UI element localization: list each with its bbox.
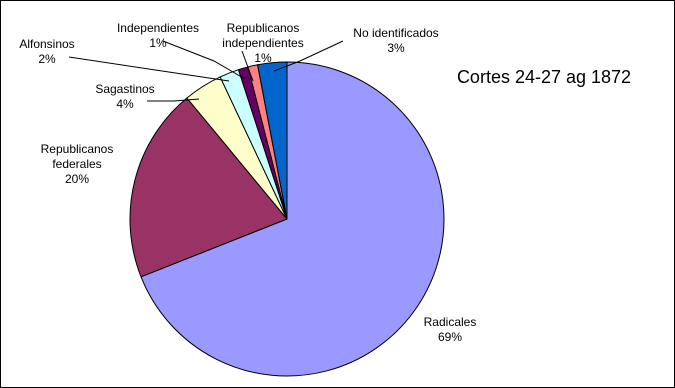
slice-label-no-identificados: No identificados 3% [353, 26, 438, 55]
leader-lines [68, 40, 344, 102]
slice-labels: Radicales 69% Republicanos federales 20% Saga… [19, 21, 476, 344]
pie-slices [129, 61, 445, 377]
leader-line [162, 40, 246, 80]
slice-label-republicanos-federales: Republicanos federales 20% [41, 142, 114, 186]
pie-slice-republicanos-federales [129, 97, 288, 278]
leader-line [241, 50, 254, 82]
pie-slice-no-identificados [257, 61, 288, 220]
pie-slice-radicales [140, 61, 445, 377]
leader-line [68, 56, 230, 82]
chart-title: Cortes 24-27 ag 1872 [457, 67, 631, 87]
leader-line [273, 40, 344, 72]
slice-label-independientes: Independientes 1% [117, 21, 199, 50]
slice-label-republicanos-independientes: Republicanos independientes 1% [222, 21, 303, 65]
slice-label-radicales: Radicales 69% [424, 315, 477, 344]
slice-label-sagastinos: Sagastinos 4% [95, 82, 154, 111]
leader-line [147, 98, 200, 102]
slice-label-alfonsinos: Alfonsinos 2% [19, 37, 74, 66]
